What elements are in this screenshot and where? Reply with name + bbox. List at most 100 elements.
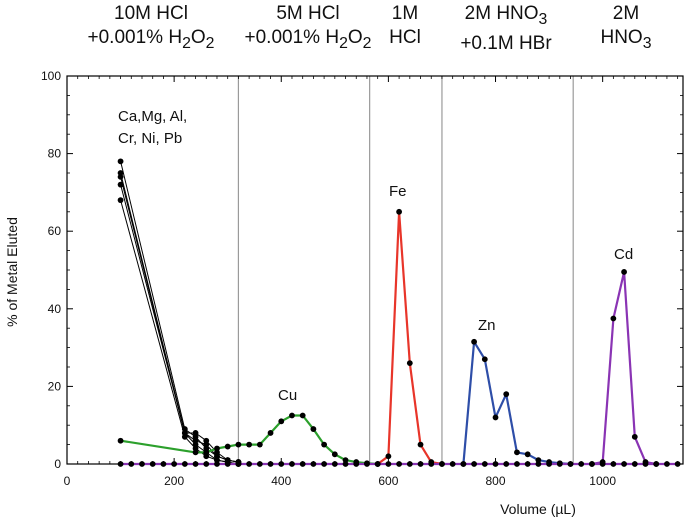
data-point-baseline	[406, 461, 413, 467]
data-point-baseline	[299, 461, 306, 467]
data-point-baseline	[139, 461, 145, 467]
fraction-header-line2: +0.001% H2O2	[87, 27, 215, 52]
data-point-zn	[524, 451, 531, 458]
series-line-cd	[591, 270, 657, 466]
fraction-header-10m-hcl: 10M HCl +0.001% H2O2	[88, 2, 215, 56]
data-point-zn	[492, 414, 499, 421]
data-point-baseline	[524, 461, 531, 467]
data-point-fe	[396, 208, 403, 215]
series-line-ca-mg-al-cr-ni-pb	[120, 200, 239, 465]
data-point-baseline	[599, 461, 606, 467]
data-point-cu	[256, 441, 263, 448]
data-point-ca-mg-al-cr-ni-pb	[117, 158, 124, 165]
series-line-ca-mg-al-cr-ni-pb	[120, 184, 239, 465]
data-point-baseline	[128, 461, 135, 467]
fraction-header-line1: 10M HCl	[114, 3, 188, 24]
fraction-header-line1: 5M HCl	[276, 3, 340, 24]
data-point-baseline	[631, 461, 638, 467]
data-point-baseline	[449, 461, 456, 467]
data-point-cu	[267, 430, 274, 436]
data-point-ca-mg-al-cr-ni-pb	[117, 181, 124, 188]
data-point-baseline	[171, 461, 178, 467]
data-point-baseline	[214, 461, 220, 467]
data-point-cu	[289, 412, 295, 419]
data-point-cu	[214, 445, 220, 452]
data-point-ca-mg-al-cr-ni-pb	[117, 197, 124, 204]
data-point-ca-mg-al-cr-ni-pb	[181, 433, 188, 440]
group-label-line2: Cr, Ni, Pb	[118, 130, 182, 147]
series-line-zn	[462, 340, 571, 466]
series-line-ca-mg-al-cr-ni-pb	[120, 176, 239, 463]
data-point-fe	[385, 453, 392, 460]
fraction-dividers	[237, 76, 574, 464]
series-line-fe	[377, 210, 443, 466]
data-point-cd	[610, 315, 617, 322]
data-point-baseline	[514, 461, 520, 467]
y-tick-label: 20	[48, 379, 62, 393]
data-point-baseline	[256, 461, 263, 467]
data-point-zn	[514, 449, 520, 456]
data-point-baseline	[289, 461, 295, 467]
data-point-baseline	[342, 461, 349, 467]
data-point-baseline	[492, 461, 499, 467]
data-point-baseline	[117, 461, 124, 467]
y-tick-label: 40	[48, 302, 62, 316]
fraction-header-line2: +0.001% H2O2	[244, 27, 372, 52]
data-point-baseline	[535, 461, 542, 467]
data-point-baseline	[353, 461, 360, 467]
x-tick-label: 600	[378, 474, 398, 488]
data-point-cd	[621, 269, 627, 275]
data-point-baseline	[203, 461, 210, 467]
fraction-header-line2: +0.1M HBr	[460, 32, 552, 54]
data-point-baseline	[374, 461, 381, 467]
data-point-cu	[310, 426, 317, 432]
cu-label: Cu	[278, 387, 297, 404]
data-point-cu	[278, 418, 285, 425]
x-tick-label: 400	[271, 474, 291, 488]
fraction-header-line2: HCl	[389, 27, 421, 48]
x-tick-label: 800	[486, 474, 506, 488]
data-point-baseline	[471, 461, 477, 467]
series-points	[117, 158, 681, 467]
data-point-baseline	[460, 461, 467, 467]
fraction-header-line1: 1M	[391, 3, 419, 24]
y-tick-label: 0	[54, 457, 61, 471]
ticks: 0 200 400 600 800 1000 0 20 40 60 80 100	[41, 69, 683, 488]
y-tick-label: 100	[41, 69, 61, 83]
data-point-baseline	[267, 461, 274, 467]
data-point-cu	[246, 441, 253, 448]
data-point-baseline	[246, 461, 253, 467]
data-point-baseline	[224, 461, 231, 467]
data-point-cu	[321, 441, 328, 448]
data-point-baseline	[481, 461, 488, 467]
data-point-baseline	[385, 461, 392, 467]
data-point-baseline	[439, 461, 445, 467]
data-point-baseline	[310, 461, 317, 467]
data-point-baseline	[428, 461, 435, 467]
fraction-header-line1: 2M	[612, 3, 640, 24]
series-lines	[120, 161, 678, 466]
data-point-baseline	[321, 461, 328, 467]
data-point-fe	[417, 441, 424, 448]
cd-label: Cd	[614, 246, 633, 263]
data-point-baseline	[149, 461, 156, 467]
data-point-baseline	[642, 461, 649, 467]
data-point-ca-mg-al-cr-ni-pb	[192, 430, 199, 436]
data-point-cu	[192, 449, 199, 456]
data-point-baseline	[396, 461, 403, 467]
series-line-cu	[120, 414, 378, 466]
data-point-baseline	[331, 461, 338, 467]
fraction-header-line2: HNO3	[600, 27, 652, 52]
data-point-cu	[224, 443, 231, 450]
data-point-baseline	[664, 461, 670, 467]
fraction-header-1m-hcl: 1M HCl	[389, 2, 421, 50]
data-point-baseline	[653, 461, 660, 467]
data-point-cd	[631, 433, 638, 440]
y-tick-label: 60	[48, 224, 62, 238]
data-point-baseline	[235, 461, 242, 467]
data-point-baseline	[192, 461, 199, 467]
fe-label: Fe	[389, 183, 407, 200]
data-point-baseline	[621, 461, 627, 467]
data-point-baseline	[417, 461, 424, 467]
